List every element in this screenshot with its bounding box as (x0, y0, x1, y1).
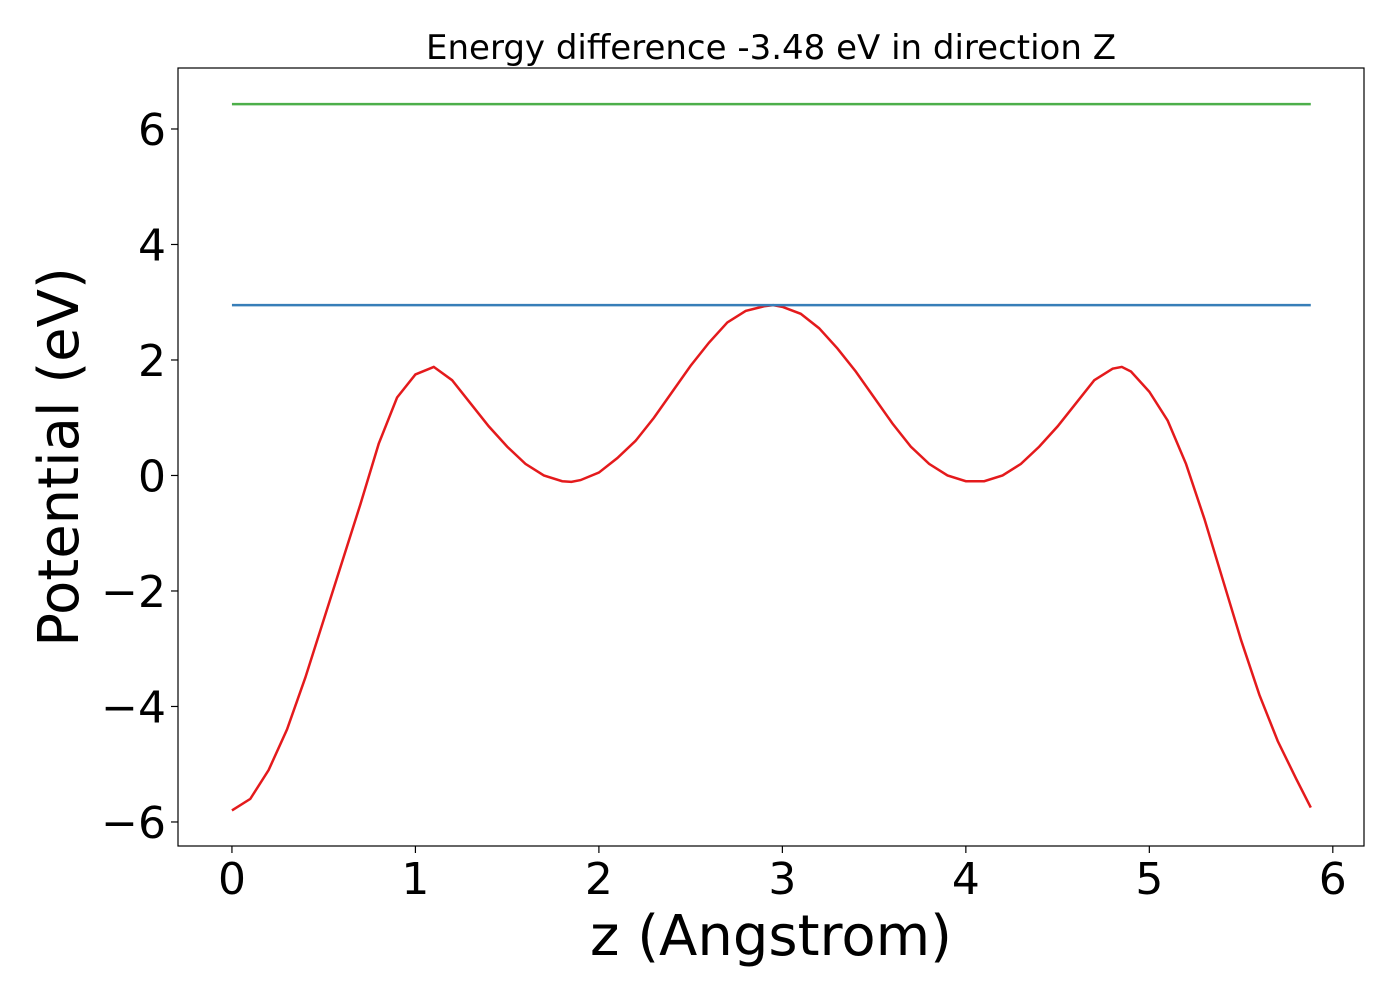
y-tick-label: −4 (101, 682, 166, 733)
y-tick-label: 2 (138, 336, 166, 387)
y-tick-label: 0 (138, 451, 166, 502)
y-tick-label: −6 (101, 798, 166, 849)
x-tick-label: 2 (585, 854, 613, 905)
x-tick-label: 3 (768, 854, 796, 905)
x-tick-label: 1 (401, 854, 429, 905)
chart-title: Energy difference -3.48 eV in direction … (426, 28, 1116, 68)
plot-frame (177, 67, 1365, 847)
x-tick-label: 5 (1135, 854, 1163, 905)
y-tick-label: −2 (101, 567, 166, 618)
x-tick-label: 6 (1319, 854, 1347, 905)
y-tick-label: 6 (138, 105, 166, 156)
y-tick-label: 4 (138, 220, 166, 271)
x-tick-label: 4 (952, 854, 980, 905)
y-axis-label: Potential (eV) (27, 267, 92, 647)
x-axis-label: z (Angstrom) (590, 904, 952, 969)
x-tick-label: 0 (218, 854, 246, 905)
